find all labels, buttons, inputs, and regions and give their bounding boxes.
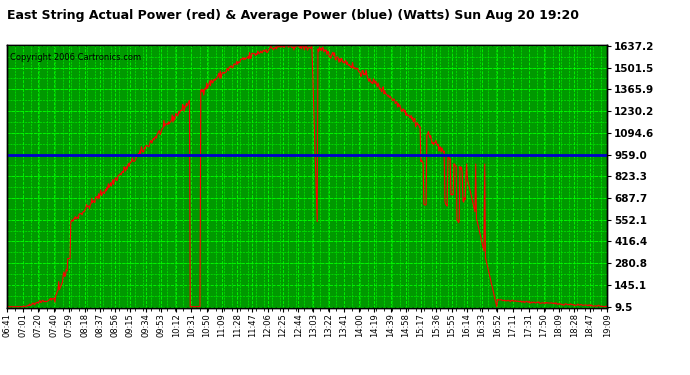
Text: East String Actual Power (red) & Average Power (blue) (Watts) Sun Aug 20 19:20: East String Actual Power (red) & Average… [7, 9, 579, 22]
Text: Copyright 2006 Cartronics.com: Copyright 2006 Cartronics.com [10, 53, 141, 62]
